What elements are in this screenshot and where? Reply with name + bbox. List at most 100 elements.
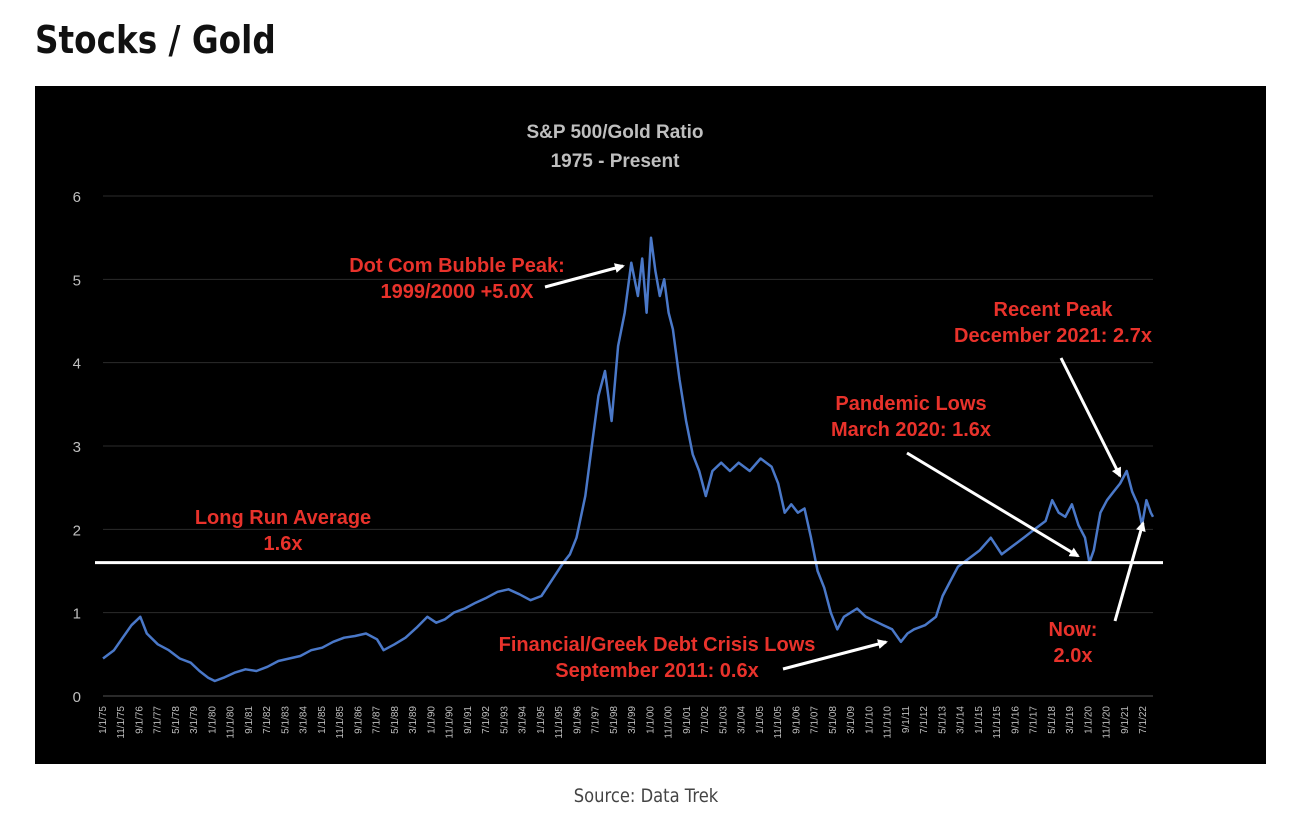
x-tick-label: 9/1/76 xyxy=(134,706,145,734)
arrow-financial-crisis-lows xyxy=(782,639,888,671)
x-tick-label: 3/1/04 xyxy=(737,706,748,734)
arrow-pandemic-lows xyxy=(906,451,1080,558)
x-tick-label: 9/1/81 xyxy=(244,706,255,734)
chart-subtitle: 1975 - Present xyxy=(551,151,681,172)
annotation-financial-crisis-lows-line1: Financial/Greek Debt Crisis Lows xyxy=(499,634,816,656)
x-tick-label: 7/1/97 xyxy=(591,706,602,734)
page-title: Stocks / Gold xyxy=(35,18,276,62)
y-tick-label-1: 1 xyxy=(73,606,81,623)
x-tick-label: 9/1/01 xyxy=(682,706,693,734)
annotation-now-line1: Now: xyxy=(1049,619,1098,641)
y-axis-ticks: 0 1 2 3 4 5 6 xyxy=(73,189,81,706)
annotation-long-run-average-line2: 1.6x xyxy=(264,533,303,555)
annotation-recent-peak: Recent Peak December 2021: 2.7x xyxy=(954,299,1152,347)
x-tick-label: 9/1/91 xyxy=(463,706,474,734)
x-tick-label: 3/1/19 xyxy=(1065,706,1076,734)
x-tick-label: 11/1/15 xyxy=(992,706,1003,739)
y-tick-label-3: 3 xyxy=(73,439,81,456)
x-tick-label: 11/1/10 xyxy=(883,706,894,739)
annotation-recent-peak-line2: December 2021: 2.7x xyxy=(954,325,1152,347)
annotation-financial-crisis-lows-line2: September 2011: 0.6x xyxy=(555,660,758,682)
x-tick-label: 7/1/17 xyxy=(1029,706,1040,734)
chart-title: S&P 500/Gold Ratio xyxy=(526,122,703,143)
source-caption: Source: Data Trek xyxy=(0,785,1293,807)
x-tick-label: 11/1/20 xyxy=(1102,706,1113,739)
x-tick-label: 5/1/08 xyxy=(828,706,839,734)
x-tick-label: 5/1/88 xyxy=(390,706,401,734)
annotation-pandemic-lows-line2: March 2020: 1.6x xyxy=(831,419,991,441)
x-tick-label: 11/1/75 xyxy=(116,706,127,739)
annotation-dot-com-peak-line1: Dot Com Bubble Peak: xyxy=(349,255,565,277)
x-tick-label: 9/1/86 xyxy=(353,706,364,734)
arrow-recent-peak xyxy=(1059,357,1122,478)
annotation-financial-crisis-lows: Financial/Greek Debt Crisis Lows Septemb… xyxy=(499,634,816,682)
x-tick-label: 11/1/85 xyxy=(335,706,346,739)
x-tick-label: 1/1/00 xyxy=(645,706,656,734)
annotation-dot-com-peak-line2: 1999/2000 +5.0X xyxy=(381,281,535,303)
source-text: Source: Data Trek xyxy=(574,785,719,807)
x-tick-label: 5/1/13 xyxy=(937,706,948,734)
series-line-0 xyxy=(102,236,1155,683)
x-tick-label: 1/1/05 xyxy=(755,706,766,734)
x-tick-label: 7/1/82 xyxy=(262,706,273,734)
x-tick-label: 11/1/00 xyxy=(664,706,675,739)
annotation-now: Now: 2.0x xyxy=(1049,619,1098,667)
x-tick-label: 5/1/03 xyxy=(718,706,729,734)
x-tick-label: 5/1/18 xyxy=(1047,706,1058,734)
x-tick-label: 7/1/02 xyxy=(700,706,711,734)
x-tick-label: 3/1/14 xyxy=(956,706,967,734)
x-tick-label: 5/1/98 xyxy=(609,706,620,734)
x-tick-label: 7/1/92 xyxy=(481,706,492,734)
x-tick-label: 3/1/94 xyxy=(518,706,529,734)
series-layer xyxy=(102,236,1155,683)
annotation-long-run-average: Long Run Average 1.6x xyxy=(195,507,371,555)
annotation-long-run-average-line1: Long Run Average xyxy=(195,507,371,529)
x-tick-label: 1/1/15 xyxy=(974,706,985,734)
arrow-now xyxy=(1113,521,1146,622)
x-tick-label: 7/1/12 xyxy=(919,706,930,734)
y-tick-label-4: 4 xyxy=(73,356,81,373)
x-tick-label: 11/1/05 xyxy=(773,706,784,739)
x-tick-label: 5/1/78 xyxy=(171,706,182,734)
y-tick-label-5: 5 xyxy=(73,272,81,289)
x-tick-label: 1/1/95 xyxy=(536,706,547,734)
x-tick-label: 5/1/83 xyxy=(280,706,291,734)
y-tick-label-2: 2 xyxy=(73,522,81,539)
annotation-arrows xyxy=(544,263,1146,671)
x-tick-label: 7/1/22 xyxy=(1138,706,1149,734)
annotation-recent-peak-line1: Recent Peak xyxy=(994,299,1114,321)
x-tick-label: 3/1/99 xyxy=(627,706,638,734)
stocks-gold-ratio-chart: 0 1 2 3 4 5 6 1/1/75 11/1/75 9/1/76 7/1/77 5/1/78 3… xyxy=(73,122,1163,739)
x-tick-label: 3/1/09 xyxy=(846,706,857,734)
y-tick-label-0: 0 xyxy=(73,689,81,706)
x-tick-label: 7/1/07 xyxy=(810,706,821,734)
annotation-pandemic-lows: Pandemic Lows March 2020: 1.6x xyxy=(831,393,991,441)
arrow-dot-com-peak xyxy=(544,263,625,289)
x-tick-label: 9/1/16 xyxy=(1010,706,1021,734)
x-tick-label: 11/1/80 xyxy=(226,706,237,739)
x-tick-label: 3/1/79 xyxy=(189,706,200,734)
x-tick-label: 9/1/11 xyxy=(901,706,912,733)
x-tick-label: 9/1/96 xyxy=(572,706,583,734)
y-tick-label-6: 6 xyxy=(73,189,81,206)
x-tick-label: 11/1/90 xyxy=(445,706,456,739)
grid-lines xyxy=(103,195,1153,697)
annotation-pandemic-lows-line1: Pandemic Lows xyxy=(835,393,986,415)
annotation-now-line2: 2.0x xyxy=(1054,645,1093,667)
chart-panel: 0 1 2 3 4 5 6 1/1/75 11/1/75 9/1/76 7/1/77 5/1/78 3… xyxy=(35,86,1266,764)
x-tick-label: 9/1/21 xyxy=(1120,706,1131,734)
x-tick-label: 1/1/20 xyxy=(1083,706,1094,734)
x-tick-label: 1/1/10 xyxy=(864,706,875,734)
x-tick-label: 11/1/95 xyxy=(554,706,565,739)
x-tick-label: 1/1/75 xyxy=(98,706,109,734)
x-tick-label: 7/1/87 xyxy=(372,706,383,734)
x-tick-label: 7/1/77 xyxy=(153,706,164,734)
x-tick-label: 9/1/06 xyxy=(791,706,802,734)
x-axis-ticks: 1/1/75 11/1/75 9/1/76 7/1/77 5/1/78 3/1/79 1/1… xyxy=(98,706,1149,739)
x-tick-label: 3/1/89 xyxy=(408,706,419,734)
x-tick-label: 1/1/80 xyxy=(207,706,218,734)
x-tick-label: 3/1/84 xyxy=(299,706,310,734)
x-tick-label: 5/1/93 xyxy=(499,706,510,734)
annotation-dot-com-peak: Dot Com Bubble Peak: 1999/2000 +5.0X xyxy=(349,255,565,303)
x-tick-label: 1/1/90 xyxy=(426,706,437,734)
